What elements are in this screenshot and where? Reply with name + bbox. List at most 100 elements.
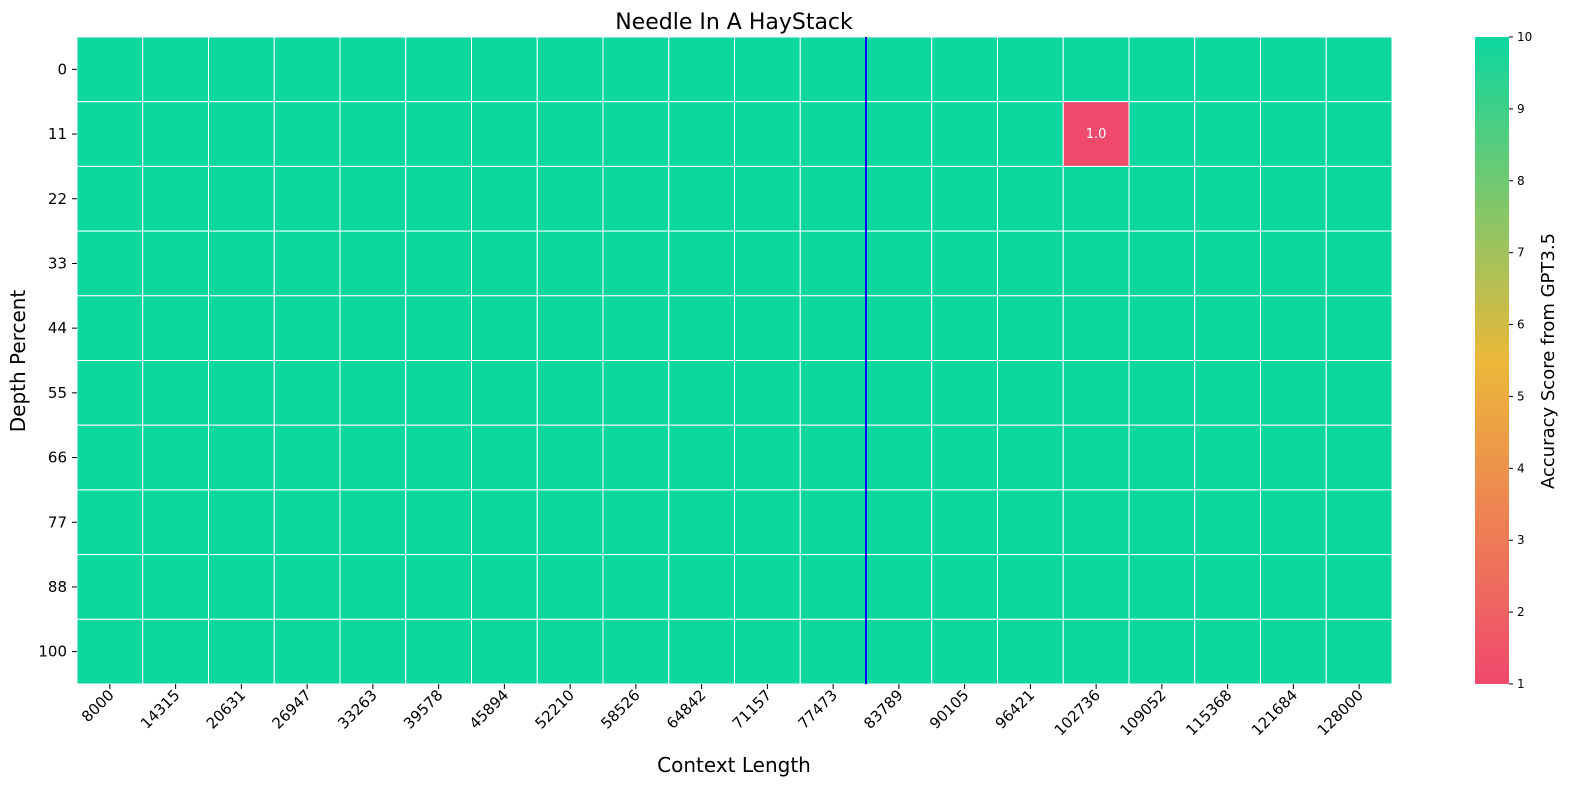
heatmap-cell xyxy=(799,424,867,491)
heatmap-cell xyxy=(1062,165,1130,232)
heatmap-cell xyxy=(931,36,998,103)
colorbar xyxy=(1475,37,1509,684)
y-tick-label: 44 xyxy=(48,319,67,337)
heatmap-cell xyxy=(76,554,144,620)
heatmap-cell xyxy=(405,360,472,426)
x-tick-label: 58526 xyxy=(597,686,643,732)
heatmap-cell xyxy=(1260,230,1327,297)
heatmap-cell xyxy=(1260,554,1327,620)
heatmap-cell xyxy=(76,101,144,167)
heatmap-cell xyxy=(602,554,670,620)
heatmap-cell xyxy=(339,295,407,361)
heatmap-cell xyxy=(602,618,670,685)
heatmap-cell xyxy=(931,101,998,167)
x-tick-label: 109052 xyxy=(1116,686,1169,739)
heatmap-cell xyxy=(668,618,735,685)
heatmap-cell xyxy=(536,295,604,361)
colorbar-ticks: 1 2 3 4 5 6 7 8 9 10 xyxy=(1509,30,1532,691)
x-tick-label: 83789 xyxy=(860,686,906,732)
heatmap-cell xyxy=(208,360,275,426)
colorbar-tick-label: 10 xyxy=(1517,30,1532,44)
heatmap-cell xyxy=(339,36,407,103)
heatmap-cell xyxy=(602,424,670,491)
heatmap-cell xyxy=(208,36,275,103)
heatmap-cell xyxy=(865,618,933,685)
y-tick-label: 100 xyxy=(38,643,67,661)
x-tick-label: 71157 xyxy=(729,686,775,732)
heatmap-cell xyxy=(602,36,670,103)
heatmap-cell xyxy=(339,424,407,491)
x-tick-label: 77473 xyxy=(794,686,840,732)
heatmap-cell xyxy=(471,618,538,685)
heatmap-cell xyxy=(602,489,670,556)
heatmap-cell xyxy=(997,101,1064,167)
heatmap-cell xyxy=(1062,295,1130,361)
heatmap-cell xyxy=(734,424,801,491)
heatmap-cell xyxy=(1194,230,1261,297)
heatmap-cell xyxy=(734,618,801,685)
heatmap-cell xyxy=(602,101,670,167)
heatmap-cell xyxy=(536,360,604,426)
heatmap-cell xyxy=(734,36,801,103)
heatmap-cell xyxy=(1194,554,1261,620)
heatmap-cell xyxy=(734,230,801,297)
heatmap-cell xyxy=(931,165,998,232)
heatmap-cell xyxy=(1325,295,1393,361)
heatmap-cell xyxy=(668,101,735,167)
heatmap-cell xyxy=(1194,36,1261,103)
heatmap-cell xyxy=(734,165,801,232)
heatmap-cell xyxy=(76,424,144,491)
heatmap-cell xyxy=(405,36,472,103)
heatmap-cell xyxy=(865,554,933,620)
x-tick-label: 128000 xyxy=(1314,686,1367,739)
heatmap-cell xyxy=(668,424,735,491)
heatmap-cell xyxy=(1128,489,1196,556)
heatmap-cell xyxy=(536,554,604,620)
heatmap-cell xyxy=(865,295,933,361)
heatmap-cell xyxy=(997,424,1064,491)
heatmap-cell xyxy=(273,36,341,103)
heatmap-cell xyxy=(273,360,341,426)
heatmap-cell xyxy=(931,554,998,620)
heatmap-cell xyxy=(734,554,801,620)
heatmap-cell xyxy=(339,165,407,232)
heatmap-cell xyxy=(273,295,341,361)
x-tick-label: 45894 xyxy=(466,686,512,732)
x-tick-label: 64842 xyxy=(663,686,709,732)
heatmap-cell xyxy=(602,230,670,297)
heatmap-cell xyxy=(76,165,144,232)
heatmap-cell xyxy=(1325,230,1393,297)
heatmap-cell xyxy=(536,101,604,167)
heatmap-cell xyxy=(142,360,209,426)
heatmap-cell xyxy=(471,360,538,426)
heatmap-cell xyxy=(668,230,735,297)
heatmap-cell xyxy=(1128,554,1196,620)
heatmap-cell xyxy=(339,230,407,297)
heatmap-cell xyxy=(931,360,998,426)
heatmap-cell xyxy=(405,165,472,232)
heatmap-cell xyxy=(668,165,735,232)
heatmap-cell xyxy=(1260,360,1327,426)
heatmap-cell xyxy=(734,101,801,167)
heatmap-cell xyxy=(1194,101,1261,167)
heatmap-cell xyxy=(602,360,670,426)
heatmap-cell xyxy=(76,36,144,103)
colorbar-label: Accuracy Score from GPT3.5 xyxy=(1538,233,1559,489)
colorbar-tick-label: 7 xyxy=(1517,246,1525,260)
heatmap-cell xyxy=(405,101,472,167)
heatmap-cell xyxy=(471,489,538,556)
y-tick-label: 77 xyxy=(48,513,67,531)
heatmap-cell xyxy=(1062,360,1130,426)
heatmap-cell xyxy=(405,230,472,297)
heatmap-cell xyxy=(471,36,538,103)
heatmap-cell xyxy=(931,424,998,491)
heatmap-cell xyxy=(208,295,275,361)
heatmap-cell xyxy=(799,165,867,232)
y-tick-label: 22 xyxy=(48,190,67,208)
heatmap-cell xyxy=(471,165,538,232)
heatmap-cell xyxy=(1128,424,1196,491)
heatmap-cell xyxy=(668,360,735,426)
heatmap-cell xyxy=(273,554,341,620)
heatmap-cell xyxy=(273,618,341,685)
